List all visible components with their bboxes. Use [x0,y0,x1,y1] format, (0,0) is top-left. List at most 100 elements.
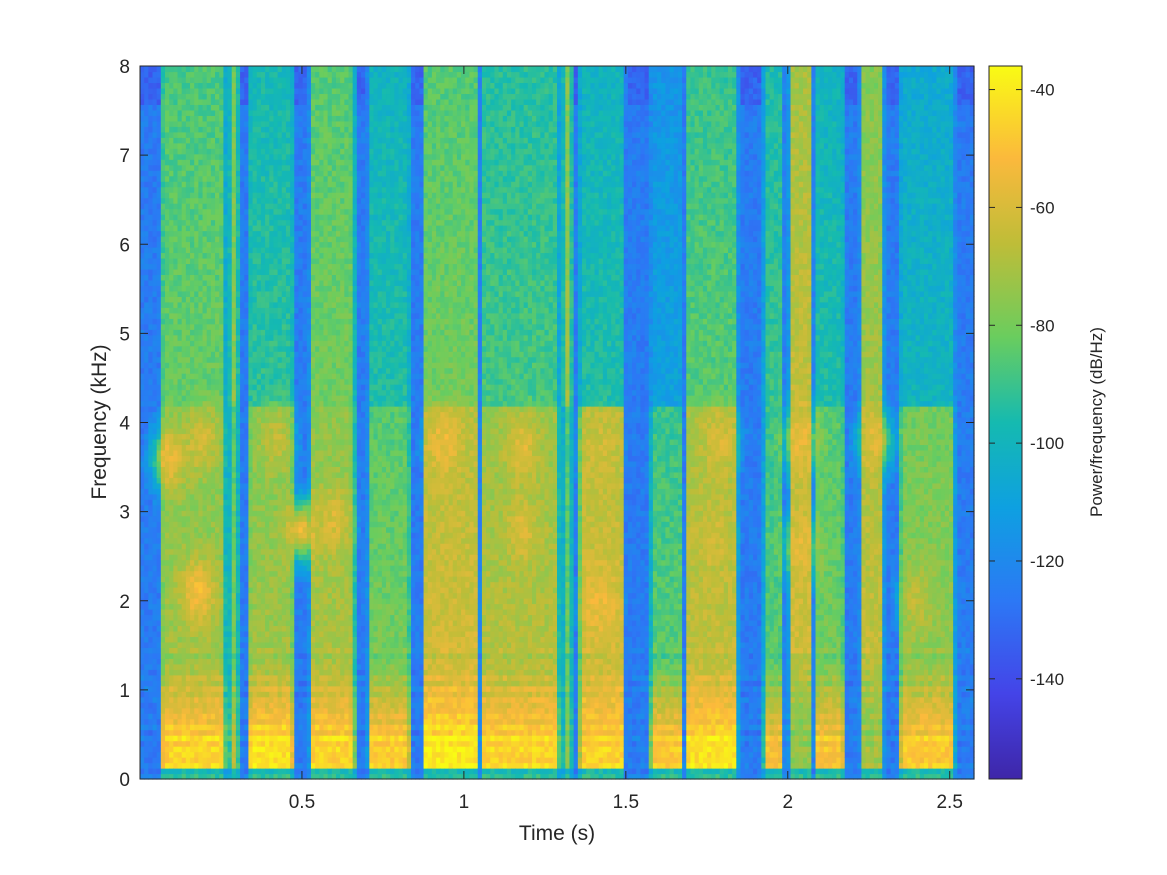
heatmap-cell [161,362,166,368]
heatmap-cell [207,115,212,121]
heatmap-cell [140,433,145,439]
heatmap-cell [215,768,220,774]
heatmap-cell [232,571,237,577]
heatmap-cell [215,379,220,385]
heatmap-cell [198,209,203,215]
heatmap-cell [190,746,195,752]
heatmap-cell [236,88,241,94]
heatmap-cell [165,603,170,609]
heatmap-cell [182,318,187,324]
heatmap-cell [161,554,166,560]
heatmap-cell [223,439,228,445]
heatmap-cell [232,488,237,494]
heatmap-cell [161,691,166,697]
heatmap-cell [219,340,224,346]
heatmap-cell [178,653,183,659]
heatmap-cell [211,187,216,193]
heatmap-cell [228,71,233,77]
heatmap-cell [194,274,199,280]
heatmap-cell [148,680,153,686]
heatmap-cell [178,384,183,390]
heatmap-cell [223,159,228,165]
heatmap-cell [198,296,203,302]
heatmap-cell [236,170,241,176]
heatmap-cell [215,625,220,631]
heatmap-cell [223,763,228,769]
heatmap-cell [178,401,183,407]
heatmap-cell [207,346,212,352]
heatmap-cell [157,527,162,533]
heatmap-cell [194,466,199,472]
heatmap-cell [207,477,212,483]
heatmap-cell [194,675,199,681]
heatmap-cell [232,390,237,396]
heatmap-cell [173,143,178,149]
heatmap-cell [153,231,158,237]
heatmap-cell [169,423,174,429]
heatmap-cell [219,263,224,269]
heatmap-cell [165,455,170,461]
heatmap-cell [173,247,178,253]
heatmap-cell [211,269,216,275]
heatmap-cell [236,104,241,110]
heatmap-cell [148,154,153,160]
heatmap-cell [148,587,153,593]
heatmap-cell [236,110,241,116]
heatmap-cell [173,203,178,209]
heatmap-cell [157,401,162,407]
heatmap-cell [157,625,162,631]
heatmap-cell [219,335,224,341]
heatmap-cell [219,713,224,719]
heatmap-cell [165,560,170,566]
heatmap-cell [198,154,203,160]
heatmap-cell [178,691,183,697]
heatmap-cell [207,291,212,297]
heatmap-cell [153,516,158,522]
heatmap-cell [182,269,187,275]
heatmap-cell [148,340,153,346]
heatmap-cell [186,291,191,297]
heatmap-cell [215,66,220,72]
heatmap-cell [211,768,216,774]
heatmap-cell [190,99,195,105]
heatmap-cell [219,752,224,758]
heatmap-cell [173,242,178,248]
heatmap-cell [194,483,199,489]
heatmap-cell [173,357,178,363]
heatmap-cell [236,730,241,736]
heatmap-cell [215,488,220,494]
heatmap-cell [148,242,153,248]
heatmap-cell [178,609,183,615]
heatmap-cell [140,313,145,319]
heatmap-cell [194,433,199,439]
heatmap-cell [186,625,191,631]
heatmap-cell [161,302,166,308]
heatmap-cell [223,126,228,132]
heatmap-cell [215,521,220,527]
heatmap-cell [153,593,158,599]
heatmap-cell [203,406,208,412]
heatmap-cell [219,318,224,324]
heatmap-cell [194,269,199,275]
heatmap-cell [215,614,220,620]
heatmap-cell [236,483,241,489]
heatmap-cell [148,82,153,88]
heatmap-cell [211,335,216,341]
heatmap-cell [148,390,153,396]
heatmap-cell [186,444,191,450]
heatmap-cell [207,88,212,94]
heatmap-cell [169,642,174,648]
heatmap-cell [161,181,166,187]
heatmap-cell [165,225,170,231]
heatmap-cell [228,483,233,489]
heatmap-cell [211,412,216,418]
heatmap-cell [236,214,241,220]
heatmap-cell [228,263,233,269]
heatmap-cell [194,664,199,670]
heatmap-cell [173,625,178,631]
heatmap-cell [194,307,199,313]
heatmap-cell [228,181,233,187]
heatmap-cell [190,527,195,533]
heatmap-cell [215,148,220,154]
heatmap-cell [219,395,224,401]
